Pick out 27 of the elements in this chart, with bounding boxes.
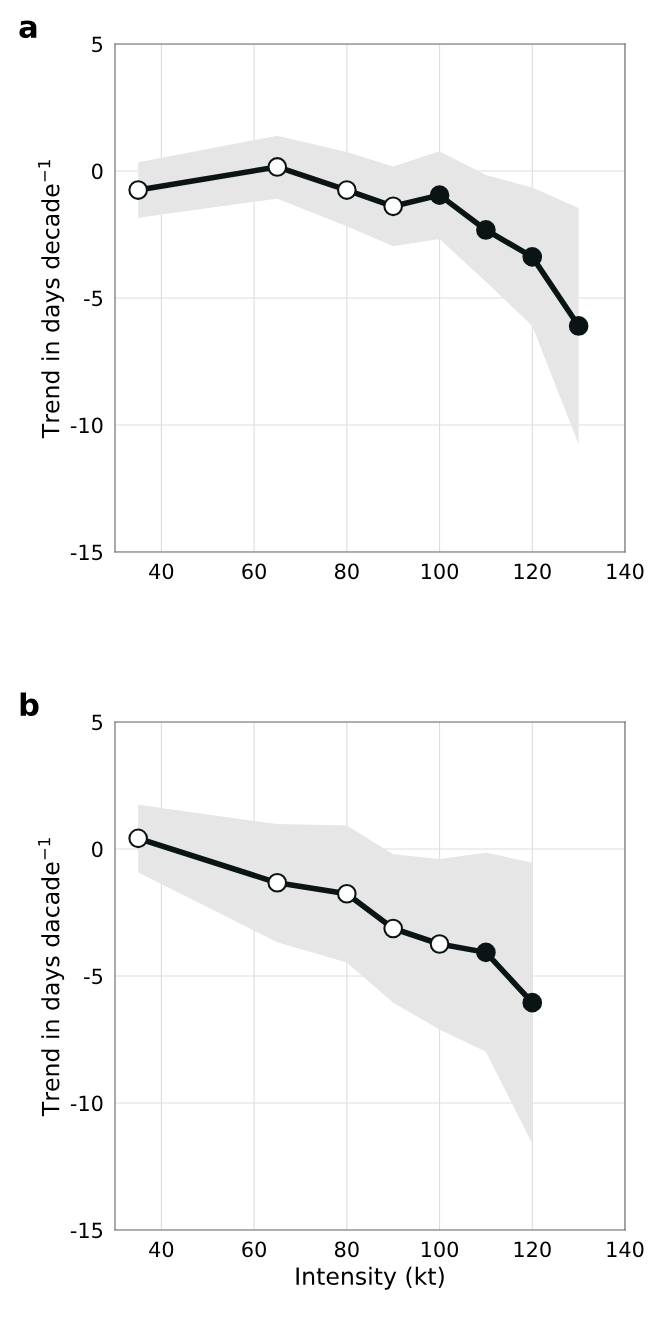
x-tick-label: 60 bbox=[242, 1241, 266, 1258]
x-tick-label: 100 bbox=[421, 1241, 459, 1258]
chart-title: b bbox=[20, 692, 39, 717]
x-tick-label: 120 bbox=[514, 563, 551, 580]
x-tick-label: 80 bbox=[334, 1241, 359, 1258]
x-axis-title: Intensity (kt) bbox=[296, 1266, 444, 1290]
y-tick-label: -5 bbox=[84, 290, 103, 307]
x-tick-label: 40 bbox=[149, 1241, 174, 1258]
y-axis-title: Trend in days dacade$^{−1}$ bbox=[38, 838, 65, 1117]
y-axis-title: Trend in days decade$^{−1}$ bbox=[38, 160, 65, 439]
y-tick-label: -15 bbox=[70, 544, 103, 561]
x-tick-label: 40 bbox=[149, 563, 174, 580]
x-tick-label: 60 bbox=[242, 563, 266, 580]
x-tick-label: 140 bbox=[607, 563, 644, 580]
chart-title: a bbox=[19, 20, 37, 39]
y-tick-label: 0 bbox=[92, 841, 103, 858]
y-tick-label: -10 bbox=[70, 417, 103, 434]
y-tick-label: 5 bbox=[92, 36, 103, 53]
x-tick-label: 140 bbox=[607, 1241, 644, 1258]
x-tick-label: 120 bbox=[514, 1241, 551, 1258]
y-tick-label: -15 bbox=[70, 1222, 103, 1239]
x-tick-label: 80 bbox=[334, 563, 359, 580]
y-tick-label: -5 bbox=[84, 968, 103, 985]
y-tick-label: -10 bbox=[70, 1095, 103, 1112]
y-tick-label: 5 bbox=[92, 714, 103, 731]
x-tick-label: 100 bbox=[421, 563, 459, 580]
y-tick-label: 0 bbox=[92, 163, 103, 180]
